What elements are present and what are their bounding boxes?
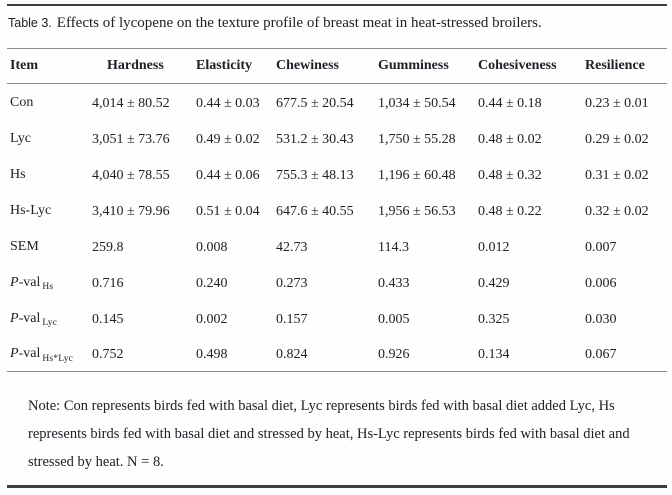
column-header-elasticity: Elasticity <box>196 49 276 84</box>
table-row-pval-hs-lyc: P-val Hs*Lyc 0.752 0.498 0.824 0.926 0.13… <box>7 335 667 372</box>
cell-chewiness: 42.73 <box>276 239 308 255</box>
cell-elasticity: 0.44 ± 0.03 <box>196 95 260 111</box>
cell-gumminess: 114.3 <box>378 239 409 255</box>
cell-resilience: 0.030 <box>585 311 617 327</box>
row-label-subscript: Hs <box>42 282 54 293</box>
column-header-cohesiveness: Cohesiveness <box>478 49 585 84</box>
cell-cohesiveness: 0.012 <box>478 239 510 255</box>
cell-chewiness: 755.3 ± 48.13 <box>276 167 354 183</box>
title-rule-divider <box>7 48 667 49</box>
table-number-label: Table 3. <box>8 16 52 30</box>
texture-profile-table: Item Hardness Elasticity Chewiness Gummi… <box>7 49 667 372</box>
table-row-hs-lyc: Hs-Lyc 3,410 ± 79.96 0.51 ± 0.04 647.6 ±… <box>7 191 667 227</box>
table-row-con: Con 4,014 ± 80.52 0.44 ± 0.03 677.5 ± 20… <box>7 83 667 119</box>
cell-chewiness: 677.5 ± 20.54 <box>276 95 354 111</box>
cell-gumminess: 1,750 ± 55.28 <box>378 131 456 147</box>
cell-cohesiveness: 0.48 ± 0.32 <box>478 167 542 183</box>
top-rule-divider <box>7 4 667 6</box>
cell-gumminess: 0.005 <box>378 311 410 327</box>
cell-gumminess: 0.926 <box>378 335 478 372</box>
cell-resilience: 0.31 ± 0.02 <box>585 167 649 183</box>
cell-elasticity: 0.44 ± 0.06 <box>196 167 260 183</box>
row-label-subscript: Hs*Lyc <box>42 354 74 365</box>
table-row-lyc: Lyc 3,051 ± 73.76 0.49 ± 0.02 531.2 ± 30… <box>7 119 667 155</box>
cell-elasticity: 0.498 <box>196 335 276 372</box>
table-title: Table 3. Effects of lycopene on the textu… <box>8 12 664 34</box>
column-header-item: Item <box>7 49 92 84</box>
cell-resilience: 0.23 ± 0.01 <box>585 95 649 111</box>
column-header-hardness: Hardness <box>92 49 196 84</box>
column-header-chewiness: Chewiness <box>276 49 378 84</box>
cell-chewiness: 0.824 <box>276 335 378 372</box>
cell-cohesiveness: 0.134 <box>478 335 585 372</box>
cell-cohesiveness: 0.44 ± 0.18 <box>478 95 542 111</box>
table-note: Note: Con represents birds fed with basa… <box>28 397 630 470</box>
cell-gumminess: 1,956 ± 56.53 <box>378 203 456 219</box>
table-row-hs: Hs 4,040 ± 78.55 0.44 ± 0.06 755.3 ± 48.… <box>7 155 667 191</box>
cell-elasticity: 0.240 <box>196 275 228 291</box>
cell-hardness: 3,410 ± 79.96 <box>92 203 170 219</box>
cell-hardness: 0.716 <box>92 275 124 291</box>
row-label: Hs <box>10 166 26 182</box>
cell-hardness: 259.8 <box>92 239 124 255</box>
column-header-gumminess: Gumminess <box>378 49 478 84</box>
cell-resilience: 0.007 <box>585 239 617 255</box>
cell-elasticity: 0.002 <box>196 311 228 327</box>
row-label-subscript: Lyc <box>42 318 58 329</box>
table-row-sem: SEM 259.8 0.008 42.73 114.3 0.012 0.007 <box>7 227 667 263</box>
cell-resilience: 0.29 ± 0.02 <box>585 131 649 147</box>
cell-elasticity: 0.49 ± 0.02 <box>196 131 260 147</box>
table-row-pval-lyc: P-val Lyc 0.145 0.002 0.157 0.005 0.325 0… <box>7 299 667 335</box>
cell-chewiness: 531.2 ± 30.43 <box>276 131 354 147</box>
row-label: P-val Hs*Lyc <box>7 335 92 372</box>
cell-chewiness: 0.273 <box>276 275 308 291</box>
cell-hardness: 3,051 ± 73.76 <box>92 131 170 147</box>
row-label: P-val Hs <box>10 274 54 293</box>
bottom-rule-divider <box>7 484 667 488</box>
cell-cohesiveness: 0.325 <box>478 311 510 327</box>
column-header-resilience: Resilience <box>585 49 667 84</box>
cell-cohesiveness: 0.429 <box>478 275 510 291</box>
row-label: SEM <box>10 238 39 254</box>
cell-hardness: 0.145 <box>92 311 124 327</box>
header-row: Item Hardness Elasticity Chewiness Gummi… <box>7 49 667 84</box>
cell-chewiness: 0.157 <box>276 311 308 327</box>
cell-gumminess: 1,196 ± 60.48 <box>378 167 456 183</box>
cell-cohesiveness: 0.48 ± 0.22 <box>478 203 542 219</box>
cell-elasticity: 0.51 ± 0.04 <box>196 203 260 219</box>
row-label: P-val Lyc <box>10 310 58 329</box>
cell-cohesiveness: 0.48 ± 0.02 <box>478 131 542 147</box>
table-caption: Effects of lycopene on the texture profi… <box>56 15 542 31</box>
cell-hardness: 4,014 ± 80.52 <box>92 95 170 111</box>
cell-gumminess: 0.433 <box>378 275 410 291</box>
cell-chewiness: 647.6 ± 40.55 <box>276 203 354 219</box>
table-body: Con 4,014 ± 80.52 0.44 ± 0.03 677.5 ± 20… <box>7 83 667 372</box>
cell-elasticity: 0.008 <box>196 239 228 255</box>
table-header: Item Hardness Elasticity Chewiness Gummi… <box>7 49 667 84</box>
table-row-pval-hs: P-val Hs 0.716 0.240 0.273 0.433 0.429 0.… <box>7 263 667 299</box>
row-label: Con <box>10 94 34 110</box>
cell-hardness: 0.752 <box>92 335 196 372</box>
cell-resilience: 0.006 <box>585 275 617 291</box>
row-label: Lyc <box>10 130 31 146</box>
row-label: Hs-Lyc <box>10 202 52 218</box>
cell-resilience: 0.32 ± 0.02 <box>585 203 649 219</box>
cell-resilience: 0.067 <box>585 335 667 372</box>
cell-gumminess: 1,034 ± 50.54 <box>378 95 456 111</box>
cell-hardness: 4,040 ± 78.55 <box>92 167 170 183</box>
